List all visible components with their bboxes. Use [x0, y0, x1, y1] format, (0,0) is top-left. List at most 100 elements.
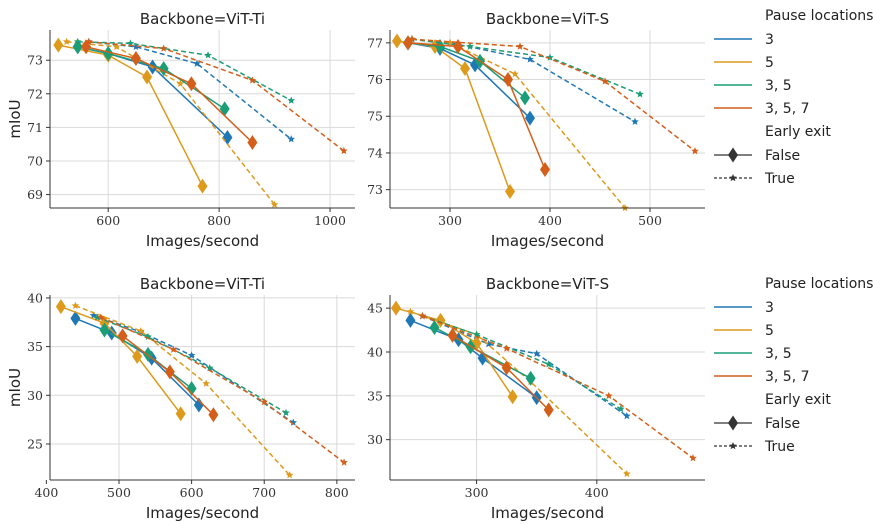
data-point-star	[526, 55, 534, 63]
series-line	[411, 38, 696, 152]
data-point-diamond	[197, 178, 208, 194]
data-point-star	[511, 70, 519, 78]
data-point-star	[418, 312, 427, 320]
data-point-diamond	[429, 319, 440, 335]
data-point-star	[340, 458, 348, 466]
data-point-star	[601, 77, 609, 85]
data-point-star	[176, 79, 185, 87]
data-point-star	[205, 364, 214, 372]
data-point-diamond	[103, 46, 114, 62]
legend-item-label: 3, 5, 7	[765, 101, 810, 117]
series-5-early-exit	[62, 37, 279, 208]
y-tick-label: 35	[27, 339, 43, 354]
x-tick-label: 300	[438, 213, 462, 228]
y-tick-label: 40	[367, 344, 383, 359]
data-point-star	[289, 418, 298, 426]
legend-title-pause-locations: Pause locations	[765, 8, 873, 24]
chart-title: Backbone=ViT-Ti	[140, 275, 265, 293]
series-line	[77, 41, 292, 102]
series-line	[410, 310, 628, 475]
legend-item-label: False	[765, 148, 800, 164]
series-3-5-7-early-exit	[408, 35, 699, 155]
y-tick-label: 73	[367, 182, 383, 197]
legend-item-label: 3, 5, 7	[765, 369, 810, 385]
data-point-diamond	[507, 389, 518, 405]
data-point-diamond	[175, 406, 186, 422]
data-point-diamond	[525, 110, 535, 126]
data-point-star	[169, 345, 178, 353]
data-point-star	[62, 37, 71, 45]
chart-panel-4: 300 400 30 35 40 45 Backbone=ViT-S Images/secon…	[367, 275, 705, 522]
legend-item-label: 3, 5	[765, 346, 792, 362]
data-point-star	[340, 146, 348, 155]
data-point-diamond	[186, 76, 197, 92]
data-point-diamond	[70, 310, 81, 326]
data-point-star	[71, 301, 80, 309]
data-point-diamond	[501, 360, 512, 376]
data-point-star	[617, 404, 625, 413]
legend-item-label: False	[765, 416, 800, 432]
legend-item-label: 5	[765, 323, 774, 339]
data-point-star	[623, 469, 631, 478]
data-point-star	[270, 200, 279, 208]
series-line	[88, 41, 292, 140]
data-point-diamond	[164, 364, 175, 380]
data-point-diamond	[132, 348, 143, 364]
series-line	[93, 314, 294, 424]
x-tick-label: 300	[465, 485, 489, 500]
x-axis-label: Images/second	[491, 232, 604, 250]
data-point-diamond	[391, 300, 402, 316]
data-point-diamond	[186, 380, 197, 396]
data-point-star	[136, 327, 145, 335]
legend-marker-diamond	[728, 147, 738, 163]
data-point-diamond	[543, 402, 554, 418]
legend-item-label: 3, 5	[765, 78, 792, 94]
chart-title: Backbone=ViT-S	[486, 275, 609, 293]
x-tick-label: 600	[96, 213, 120, 228]
y-tick-label: 76	[367, 72, 383, 87]
x-tick-label: 400	[538, 213, 562, 228]
y-tick-label: 73	[27, 53, 43, 68]
series-line	[410, 319, 538, 399]
series-line	[411, 38, 626, 209]
legend-item-label: True	[764, 439, 795, 455]
data-point-diamond	[99, 322, 110, 338]
legend-1: Pause locations 3 5 3, 5 3, 5, 7 Early exit Fa…	[714, 8, 873, 187]
data-point-star	[132, 42, 140, 51]
x-tick-label: 700	[252, 485, 276, 500]
y-tick-label: 30	[367, 432, 383, 447]
legend-item-label: 5	[765, 55, 774, 71]
y-tick-label: 70	[27, 153, 43, 168]
data-point-star	[406, 307, 415, 315]
series-3-no-early-exit	[405, 312, 542, 406]
series-line	[58, 44, 204, 187]
series-3-5-early-exit	[418, 312, 625, 413]
data-point-diamond	[222, 129, 233, 145]
data-point-diamond	[470, 57, 480, 73]
y-tick-label: 45	[367, 301, 383, 316]
data-point-star	[187, 351, 196, 359]
data-point-diamond	[525, 370, 536, 386]
y-tick-label: 69	[27, 187, 43, 202]
data-point-star	[544, 360, 553, 368]
x-tick-label: 1000	[314, 213, 346, 228]
data-point-star	[193, 59, 201, 67]
data-point-diamond	[219, 101, 230, 117]
data-point-diamond	[540, 161, 550, 177]
series-3-early-exit	[418, 312, 631, 420]
chart-panel-1: 600 800 1000 69 70 71 72 73 Backbone=ViT-Ti Image…	[6, 10, 355, 250]
data-point-star	[97, 313, 105, 321]
legend-title-pause-locations: Pause locations	[765, 276, 873, 292]
data-point-star	[466, 42, 474, 50]
series-5-no-early-exit	[53, 37, 208, 194]
series-3-5-7-early-exit	[85, 37, 348, 155]
series-5-early-exit	[71, 301, 294, 479]
data-point-diamond	[520, 90, 530, 106]
x-tick-label: 400	[585, 485, 609, 500]
series-3-5-early-exit	[73, 37, 296, 104]
x-tick-label: 500	[107, 485, 131, 500]
legend-item-label: True	[764, 171, 795, 187]
data-point-star	[408, 35, 416, 43]
series-line	[75, 305, 291, 476]
series-line	[66, 41, 276, 206]
